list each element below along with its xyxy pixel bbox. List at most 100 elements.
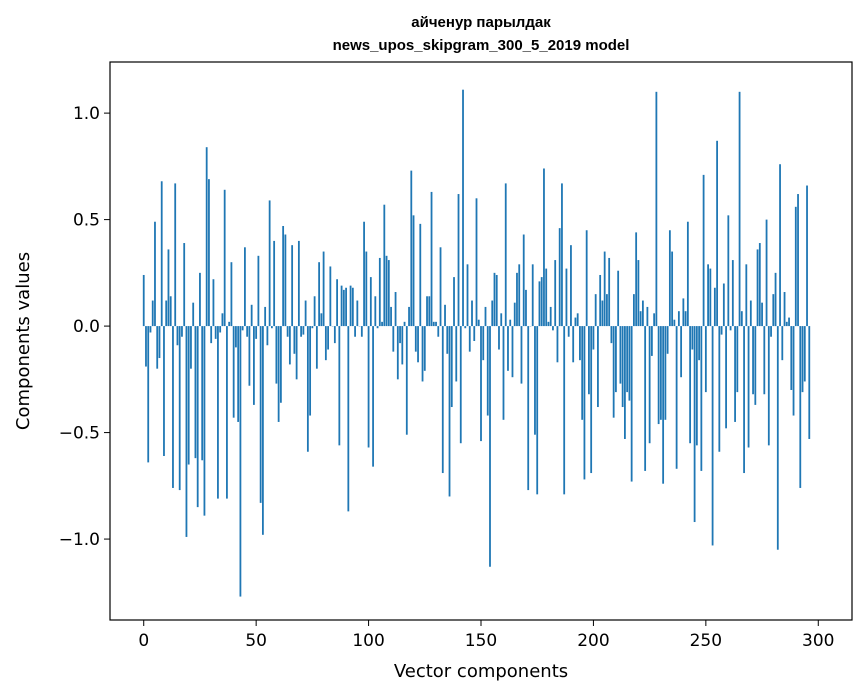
bar-53 [261,326,264,535]
bar-238 [677,311,680,327]
bar-63 [284,234,287,327]
bar-166 [516,272,518,327]
bar-19 [185,326,188,537]
bar-242 [686,221,689,327]
bar-18 [183,243,186,327]
bar-145 [468,326,471,352]
bar-114 [399,326,401,344]
bar-44 [241,326,244,331]
bar-188 [565,268,568,327]
bar-271 [752,326,754,395]
bar-155 [491,300,494,327]
bar-133 [441,326,444,474]
bar-291 [797,194,799,327]
bar-60 [277,326,280,422]
bar-1 [145,326,147,367]
y-axis-label: Components values [13,252,34,430]
bar-35 [221,313,224,327]
bar-197 [585,230,588,327]
bar-244 [691,326,694,350]
bar-54 [264,306,267,327]
bar-140 [457,194,460,327]
bar-49 [253,326,255,405]
bar-147 [473,326,476,341]
chart-subtitle: news_upos_skipgram_300_5_2019 model [333,37,630,54]
bar-249 [702,174,705,327]
bar-30 [210,326,213,344]
bar-129 [432,321,435,327]
bar-137 [450,326,453,408]
bar-160 [502,326,505,420]
bar-191 [572,326,575,363]
bar-227 [653,313,656,327]
bar-157 [495,274,498,327]
bar-33 [217,326,219,499]
x-tick-label: 150 [465,631,497,651]
bar-139 [455,326,458,382]
bar-216 [628,326,631,401]
bar-122 [417,326,419,363]
bar-24 [196,326,199,508]
bar-262 [731,260,734,327]
bar-42 [237,326,240,422]
bar-111 [392,326,395,352]
bar-222 [641,300,644,327]
bar-16 [178,326,181,491]
bar-273 [756,249,759,327]
bar-59 [275,326,278,384]
bar-87 [338,326,341,446]
bar-217 [630,326,633,482]
bar-277 [765,219,768,327]
bar-135 [446,326,449,354]
bar-85 [333,326,336,344]
bar-190 [570,245,572,327]
bar-7 [158,326,161,359]
bar-126 [426,296,428,327]
bar-72 [304,300,307,327]
bar-76 [313,296,316,327]
bar-31 [212,279,215,327]
bar-248 [700,326,703,471]
bar-286 [785,321,788,327]
bar-43 [239,326,242,597]
bar-255 [716,140,718,327]
bar-64 [286,326,289,337]
bar-183 [554,260,557,327]
bar-90 [345,287,347,327]
bar-109 [387,260,390,327]
bar-132 [439,247,442,327]
bar-15 [176,326,179,346]
bar-278 [767,326,770,446]
bar-221 [639,311,642,327]
bar-37 [226,326,228,499]
bar-236 [673,319,676,327]
bar-192 [574,317,577,327]
bar-185 [558,228,561,327]
bar-235 [671,251,674,327]
bar-198 [588,326,590,395]
bar-6 [156,326,159,369]
bar-120 [412,215,415,327]
bar-268 [745,264,748,327]
bar-281 [774,272,777,327]
bar-136 [448,326,451,497]
bar-259 [725,326,727,429]
bar-105 [378,257,381,327]
bar-204 [601,300,604,327]
bar-275 [761,302,763,327]
bar-123 [419,223,422,327]
bar-165 [513,302,516,327]
bar-196 [583,326,586,480]
bar-209 [612,326,615,418]
bar-152 [484,306,487,327]
bar-48 [250,304,253,327]
bar-119 [410,170,413,327]
bar-131 [437,326,440,337]
bar-22 [192,302,195,327]
bar-12 [169,296,172,327]
bar-164 [511,326,514,378]
bar-108 [385,255,388,327]
bar-93 [351,287,354,327]
bar-14 [174,183,177,327]
bar-223 [644,326,647,471]
